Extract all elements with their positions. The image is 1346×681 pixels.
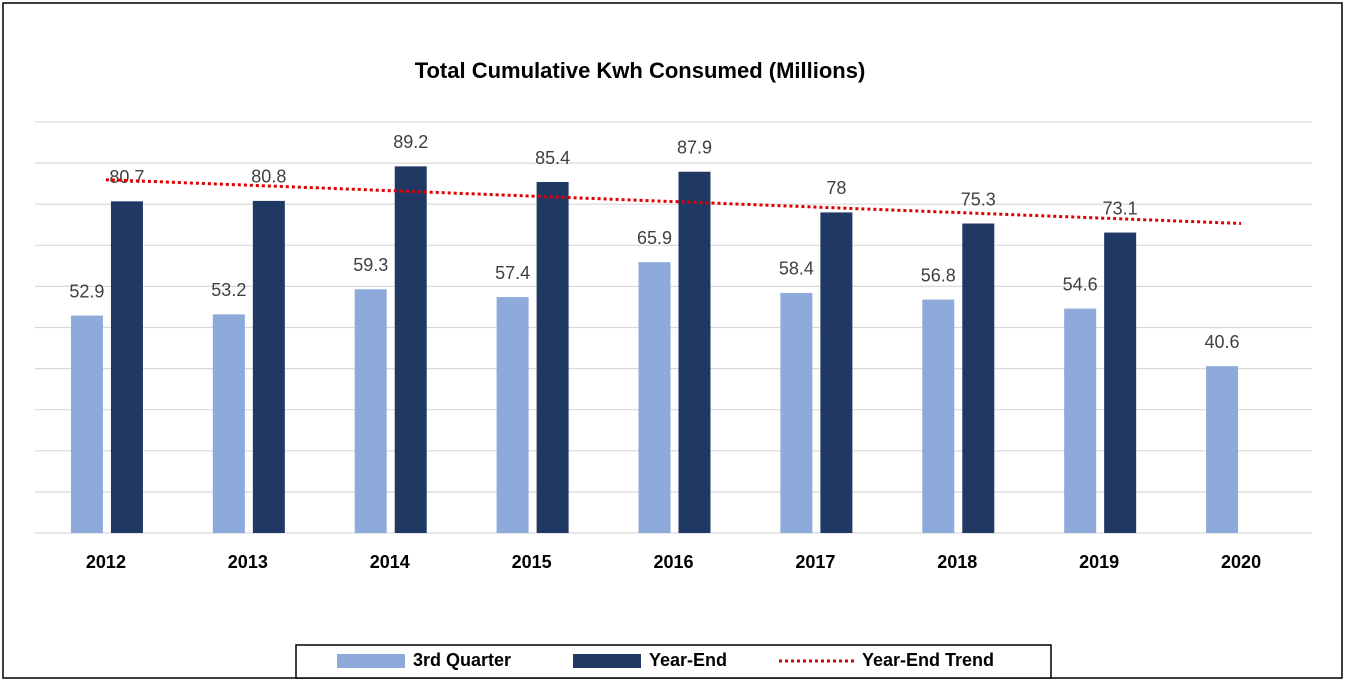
value-label: 73.1: [1103, 198, 1138, 218]
bar: [1104, 232, 1137, 533]
x-tick-label: 2019: [1079, 552, 1119, 572]
x-tick-label: 2018: [937, 552, 977, 572]
bar: [536, 182, 569, 534]
bar: [354, 289, 387, 533]
x-tick-label: 2016: [653, 552, 693, 572]
legend-swatch: [337, 654, 405, 668]
bar: [922, 299, 955, 533]
x-tick-label: 2017: [795, 552, 835, 572]
legend-box: [295, 644, 1052, 679]
bar: [638, 262, 671, 533]
x-tick-label: 2014: [370, 552, 410, 572]
bar: [70, 315, 103, 533]
value-label: 80.7: [109, 167, 144, 187]
value-label: 52.9: [69, 281, 104, 301]
value-label: 58.4: [779, 259, 814, 279]
bar: [820, 212, 853, 534]
legend-label: Year-End Trend: [862, 650, 994, 670]
bar: [212, 314, 245, 533]
bar: [780, 292, 813, 533]
value-label: 80.8: [251, 167, 286, 187]
bar: [1064, 308, 1097, 533]
value-label: 89.2: [393, 132, 428, 152]
bar: [678, 171, 711, 533]
bar: [496, 297, 529, 533]
value-label: 54.6: [1063, 274, 1098, 294]
value-label: 75.3: [961, 189, 996, 209]
bar: [110, 201, 143, 533]
value-label: 78: [826, 178, 846, 198]
x-tick-label: 2013: [228, 552, 268, 572]
value-label: 57.4: [495, 263, 530, 283]
value-label: 59.3: [353, 255, 388, 275]
value-label: 65.9: [637, 228, 672, 248]
value-label: 56.8: [921, 265, 956, 285]
legend-swatch: [573, 654, 641, 668]
legend-label: 3rd Quarter: [413, 650, 511, 670]
value-label: 53.2: [211, 280, 246, 300]
bar: [394, 166, 427, 533]
value-label: 87.9: [677, 137, 712, 157]
bar: [1206, 366, 1239, 533]
x-tick-label: 2012: [86, 552, 126, 572]
x-tick-label: 2015: [512, 552, 552, 572]
value-label: 85.4: [535, 148, 570, 168]
bar: [252, 200, 285, 534]
value-label: 40.6: [1205, 332, 1240, 352]
bar: [962, 223, 995, 533]
chart-title: Total Cumulative Kwh Consumed (Millions): [415, 58, 866, 83]
legend-label: Year-End: [649, 650, 727, 670]
x-tick-label: 2020: [1221, 552, 1261, 572]
